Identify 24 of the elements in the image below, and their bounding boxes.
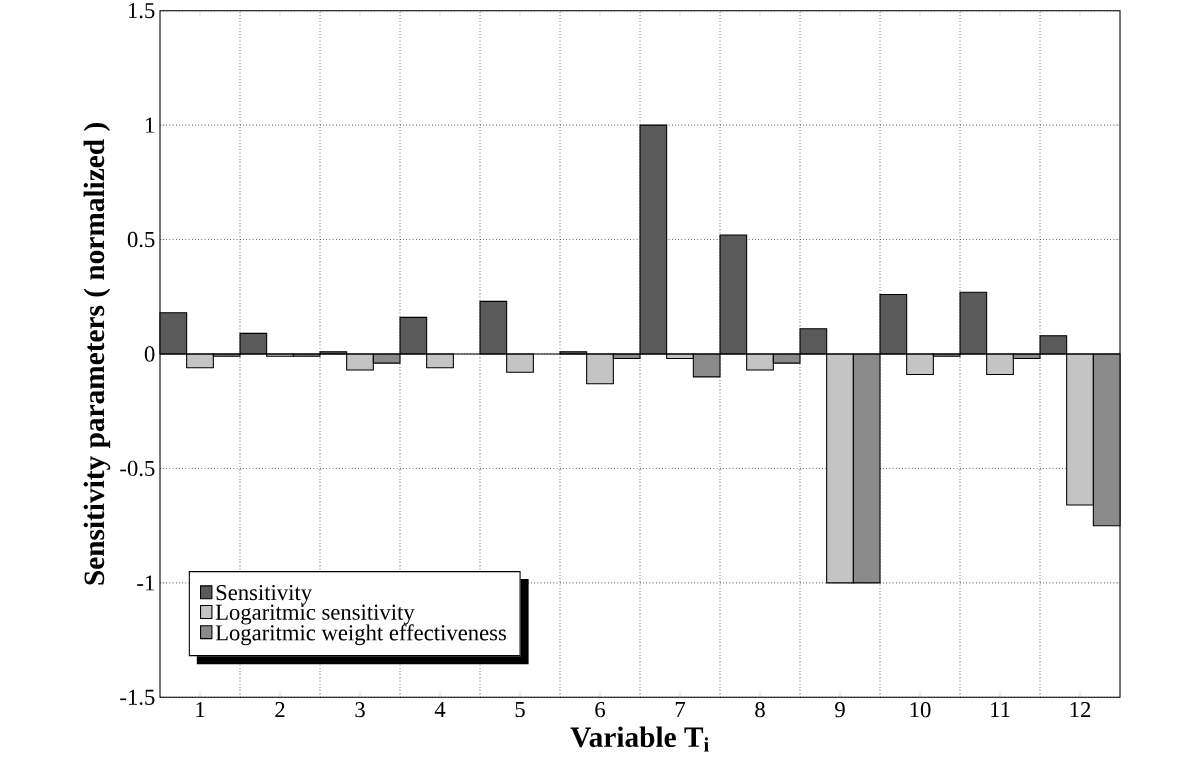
x-tick-label: 8 [755,701,765,718]
y-tick-label: 1.5 [128,2,155,19]
x-tick-label: 6 [595,701,606,718]
x-tick-label: 7 [675,701,686,717]
y-tick-label: -1.5 [120,689,155,705]
x-tick-label: 12 [1070,701,1091,717]
x-tick-label: 1 [196,701,205,717]
x-tick-label: 9 [835,701,845,718]
y-tick-label: -1 [137,575,154,591]
x-tick-label: 11 [991,701,1010,717]
x-tick-label: 4 [434,701,446,717]
x-axis-title: Variable T$_{i}$ [570,726,709,752]
legend-label: Sensitivity [216,584,313,605]
y-axis-title: Sensitivity parameters ( normalized ) [83,122,111,585]
x-tick-label: 10 [910,701,931,718]
y-tick-label: 0 [144,346,155,362]
x-tick-label: 3 [355,701,365,718]
x-tick-label: 5 [515,701,525,717]
y-tick-label: 1 [145,117,154,133]
y-tick-label: 0.5 [127,231,155,248]
y-tick-label: -0.5 [120,460,155,476]
legend-label: Logaritmic sensitivity [215,604,415,625]
legend-label: Logaritmic weight effectiveness [215,624,506,645]
x-tick-label: 2 [275,701,285,717]
